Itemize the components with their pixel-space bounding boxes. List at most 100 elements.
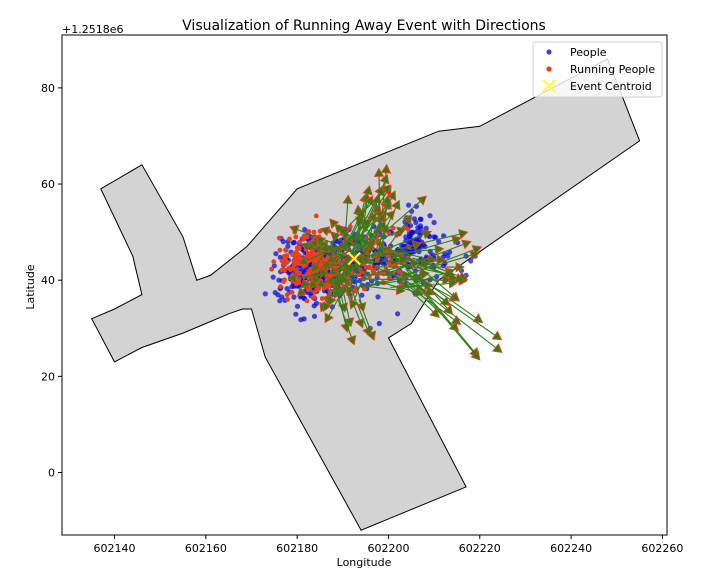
people-point <box>270 274 276 280</box>
running-point <box>306 229 312 234</box>
direction-arrow <box>405 267 484 324</box>
direction-arrow <box>337 298 357 346</box>
running-point <box>307 275 313 281</box>
legend-label-running: Running People <box>570 63 655 76</box>
running-point <box>294 245 300 251</box>
direction-arrow <box>396 229 469 250</box>
direction-arrow <box>407 256 460 302</box>
legend-label-centroid: Event Centroid <box>570 80 652 93</box>
people-point <box>276 277 282 283</box>
direction-arrow <box>390 235 462 259</box>
direction-arrow <box>345 248 368 297</box>
direction-arrow <box>342 194 353 250</box>
y-tick-label: 60 <box>41 178 55 191</box>
x-tick-label: 602160 <box>185 542 227 555</box>
direction-arrow <box>338 270 355 328</box>
running-point <box>313 213 319 219</box>
people-point <box>413 219 419 226</box>
direction-arrow <box>308 255 343 290</box>
running-point <box>396 269 402 275</box>
legend-box <box>532 41 663 98</box>
running-point <box>297 239 302 245</box>
running-point <box>276 235 282 241</box>
running-point <box>291 252 296 258</box>
people-point <box>302 227 308 233</box>
direction-arrow <box>366 212 386 257</box>
x-tick-label: 602140 <box>94 542 136 555</box>
people-point <box>417 216 424 222</box>
running-point <box>285 297 290 302</box>
direction-arrow <box>361 240 423 264</box>
running-point <box>405 227 411 233</box>
direction-arrow <box>310 237 337 273</box>
direction-arrow <box>373 265 435 296</box>
running-point <box>284 292 290 298</box>
direction-arrow <box>349 184 392 225</box>
people-point <box>431 234 437 240</box>
people-point <box>423 225 429 231</box>
direction-arrow <box>300 242 348 265</box>
running-point <box>308 253 314 258</box>
x-tick-label: 602220 <box>459 542 501 555</box>
running-point <box>390 225 396 231</box>
running-point <box>304 298 310 304</box>
direction-arrow <box>394 253 465 283</box>
running-point <box>286 265 292 271</box>
running-point <box>282 253 287 259</box>
x-axis-label: Longitude <box>337 556 392 569</box>
region-polygon <box>91 58 641 531</box>
legend-marker-people <box>546 49 552 55</box>
axes-frame <box>61 34 668 536</box>
running-point <box>287 236 292 242</box>
people-point <box>271 263 277 269</box>
running-point <box>305 271 310 277</box>
running-point <box>278 284 283 290</box>
people-point <box>447 249 453 255</box>
direction-arrow <box>344 195 374 251</box>
direction-arrow <box>384 214 413 252</box>
x-tick-label: 602240 <box>550 542 592 555</box>
people-point <box>407 223 414 229</box>
running-point <box>296 280 302 286</box>
people-point <box>436 239 442 245</box>
running-point <box>281 279 286 284</box>
running-point <box>318 260 324 266</box>
running-point <box>304 234 310 240</box>
direction-arrow <box>406 280 460 332</box>
people-point <box>290 240 296 246</box>
direction-arrow <box>351 212 377 251</box>
people-point <box>375 294 381 300</box>
direction-arrow <box>344 280 365 329</box>
people-point <box>272 290 278 296</box>
people-point <box>413 203 419 209</box>
running-point <box>310 295 316 300</box>
series-direction-arrows <box>287 163 503 361</box>
people-point <box>427 213 433 219</box>
x-tick-label: 602200 <box>367 542 409 555</box>
direction-arrow <box>381 194 393 250</box>
people-point <box>414 229 420 235</box>
people-point <box>403 234 409 240</box>
running-point <box>296 270 302 276</box>
people-point <box>291 294 297 300</box>
legend-marker-running <box>546 66 552 72</box>
people-point <box>468 258 474 264</box>
x-axis: 602140 602160 602180 602200 602220 602240 6022… <box>94 535 683 555</box>
y-tick-label: 0 <box>48 467 55 480</box>
plot-area <box>91 58 641 531</box>
people-point <box>298 317 304 323</box>
running-point <box>367 265 373 270</box>
running-point <box>279 258 285 264</box>
legend-label-people: People <box>570 46 607 59</box>
running-point <box>277 247 283 253</box>
chart-title: Visualization of Running Away Event with… <box>182 18 546 34</box>
running-point <box>319 296 325 301</box>
people-point <box>406 202 412 208</box>
people-point <box>376 320 382 327</box>
y-tick-label: 40 <box>41 274 55 287</box>
running-point <box>282 262 287 268</box>
people-point <box>262 291 268 297</box>
running-point <box>348 224 353 229</box>
running-point <box>269 266 274 272</box>
